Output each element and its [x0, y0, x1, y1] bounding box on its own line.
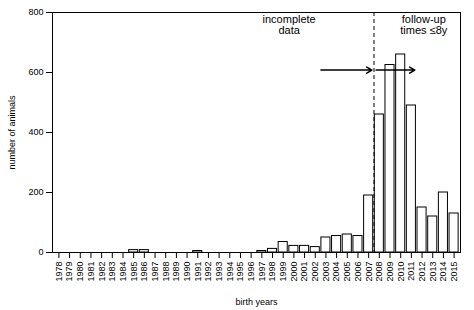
svg-text:1982: 1982 — [97, 262, 107, 282]
svg-text:1988: 1988 — [161, 262, 171, 282]
svg-text:600: 600 — [28, 67, 43, 77]
svg-text:1996: 1996 — [246, 262, 256, 282]
svg-text:2012: 2012 — [417, 262, 427, 282]
svg-text:800: 800 — [28, 7, 43, 17]
svg-text:1985: 1985 — [129, 262, 139, 282]
svg-text:2007: 2007 — [364, 262, 374, 282]
svg-text:2001: 2001 — [299, 262, 309, 282]
svg-text:2004: 2004 — [331, 262, 341, 282]
svg-text:incompletedata: incompletedata — [263, 13, 316, 36]
svg-text:2011: 2011 — [406, 262, 416, 281]
svg-text:2013: 2013 — [428, 262, 438, 282]
svg-text:2005: 2005 — [342, 262, 352, 282]
svg-text:1980: 1980 — [75, 262, 85, 282]
svg-text:200: 200 — [28, 187, 43, 197]
svg-text:1978: 1978 — [54, 262, 64, 282]
svg-text:1998: 1998 — [267, 262, 277, 282]
svg-text:1997: 1997 — [257, 262, 267, 282]
svg-text:1994: 1994 — [225, 262, 235, 282]
svg-text:2003: 2003 — [321, 262, 331, 282]
svg-text:1983: 1983 — [107, 262, 117, 282]
svg-text:1991: 1991 — [193, 262, 203, 282]
svg-text:1995: 1995 — [235, 262, 245, 282]
svg-text:2002: 2002 — [310, 262, 320, 282]
svg-text:2000: 2000 — [289, 262, 299, 282]
svg-text:birth years: birth years — [235, 297, 278, 307]
svg-text:2015: 2015 — [449, 262, 459, 282]
svg-text:1990: 1990 — [182, 262, 192, 282]
svg-text:follow-uptimes ≤8y: follow-uptimes ≤8y — [400, 13, 447, 36]
svg-text:2006: 2006 — [353, 262, 363, 282]
svg-text:1979: 1979 — [64, 262, 74, 282]
svg-text:1992: 1992 — [203, 262, 213, 282]
svg-text:1989: 1989 — [171, 262, 181, 282]
svg-text:400: 400 — [28, 127, 43, 137]
svg-text:1986: 1986 — [139, 262, 149, 282]
svg-text:1999: 1999 — [278, 262, 288, 282]
svg-text:0: 0 — [38, 247, 43, 257]
svg-text:1981: 1981 — [86, 262, 96, 282]
svg-text:2008: 2008 — [374, 262, 384, 282]
svg-text:1993: 1993 — [214, 262, 224, 282]
svg-text:2010: 2010 — [396, 262, 406, 282]
svg-text:2014: 2014 — [438, 262, 448, 282]
svg-text:1984: 1984 — [118, 262, 128, 282]
svg-text:2009: 2009 — [385, 262, 395, 282]
svg-text:1987: 1987 — [150, 262, 160, 282]
svg-text:number of animals: number of animals — [7, 95, 17, 170]
